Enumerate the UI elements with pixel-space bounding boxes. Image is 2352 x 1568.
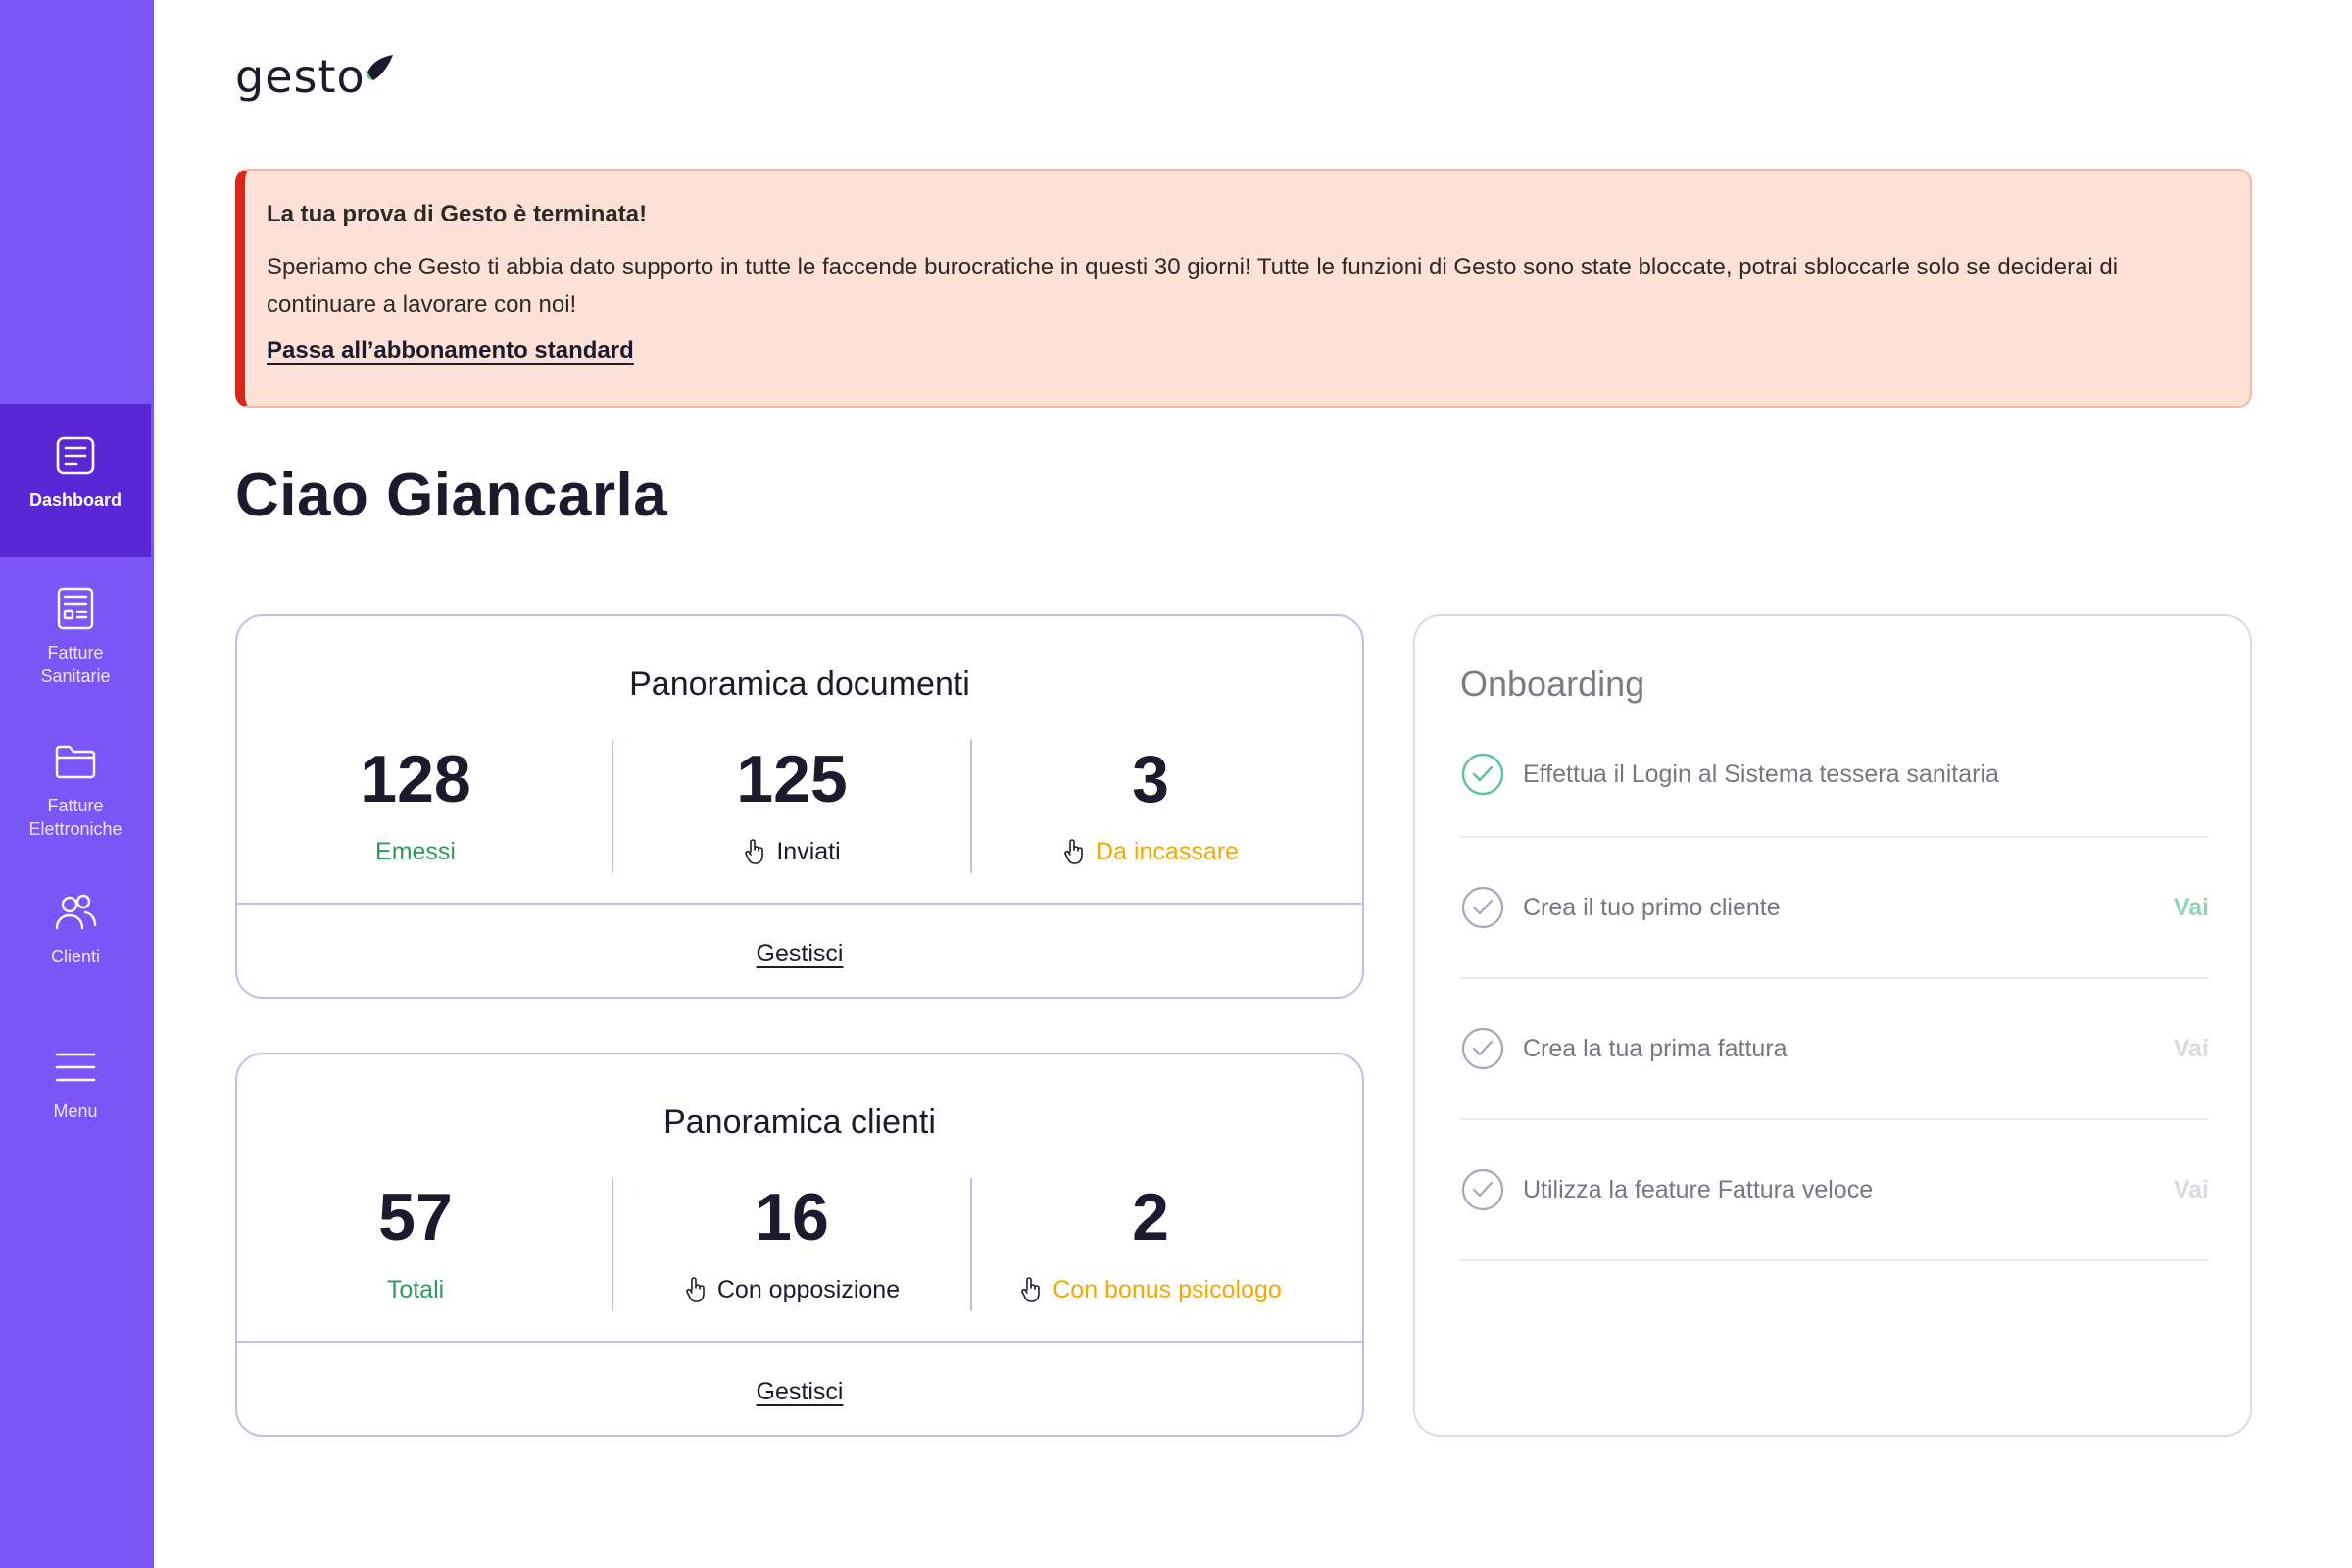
sidebar-item-label: Dashboard	[28, 490, 122, 510]
alert-message: Speriamo che Gesto ti abbia dato support…	[267, 254, 2119, 318]
brand-name: gesto	[235, 50, 366, 103]
onboarding-card: Onboarding Effettua il Login al Sistema …	[1413, 614, 2252, 1437]
documents-overview-card: Panoramica documenti 128 Emessi 125 Invi…	[235, 614, 1364, 999]
manage-documents-link[interactable]: Gestisci	[756, 940, 844, 967]
stat-value: 16	[755, 1180, 829, 1254]
page-title: Ciao Giancarla	[235, 462, 668, 529]
sidebar-item-menu[interactable]: Menu	[0, 1045, 151, 1123]
leaf-icon	[365, 55, 393, 80]
card-title: Panoramica documenti	[629, 665, 970, 703]
onboarding-step-text: Crea il tuo primo cliente	[1523, 893, 1781, 921]
stat-label: Inviati	[776, 838, 841, 865]
sidebar-item-label: Clienti	[50, 947, 101, 966]
divider	[970, 740, 972, 873]
stat-value: 2	[1132, 1180, 1169, 1254]
sidebar-item-clienti[interactable]: Clienti	[0, 890, 151, 968]
stat-con-bonus-psicologo[interactable]: 2 Con bonus psicologo	[972, 1178, 1329, 1305]
divider	[970, 1178, 972, 1311]
hand-pointer-icon	[686, 1277, 705, 1302]
sidebar-item-fatture-sanitarie[interactable]: Fatture Sanitarie	[0, 586, 151, 688]
onboarding-step: Crea la tua prima fattura Vai	[1460, 979, 2209, 1120]
divider	[612, 1178, 613, 1311]
sidebar-item-label: Fatture Sanitarie	[40, 643, 111, 686]
check-circle-icon	[1461, 1027, 1504, 1070]
onboarding-step-text: Utilizza la feature Fattura veloce	[1523, 1175, 1874, 1203]
folder-icon	[55, 745, 96, 779]
divider	[237, 1341, 1362, 1343]
check-circle-icon	[1461, 753, 1504, 796]
users-icon	[55, 894, 97, 930]
sidebar: Dashboard Fatture Sanitarie Fatture Elet…	[0, 0, 154, 1568]
onboarding-step: Crea il tuo primo cliente Vai	[1460, 838, 2209, 979]
stat-value: 57	[378, 1180, 453, 1254]
alert-title: La tua prova di Gesto è terminata!	[267, 201, 648, 227]
check-circle-icon	[1461, 886, 1504, 929]
stat-value: 3	[1132, 742, 1169, 816]
upgrade-subscription-link[interactable]: Passa all’abbonamento standard	[267, 337, 634, 364]
sidebar-item-label: Fatture Elettroniche	[28, 796, 122, 839]
hand-pointer-icon	[1064, 839, 1083, 864]
stat-emessi: 128 Emessi	[237, 740, 594, 867]
stat-label: Da incassare	[1096, 838, 1239, 865]
stat-label: Con opposizione	[716, 1276, 901, 1303]
check-circle-icon	[1461, 1168, 1504, 1211]
stat-label: Con bonus psicologo	[1053, 1276, 1282, 1303]
onboarding-step-text: Crea la tua prima fattura	[1523, 1034, 1788, 1062]
divider	[612, 740, 613, 873]
menu-icon	[55, 1053, 96, 1082]
stat-label: Emessi	[375, 838, 456, 865]
divider	[237, 903, 1362, 905]
stat-value: 125	[736, 742, 848, 816]
sidebar-item-dashboard[interactable]: Dashboard	[0, 404, 151, 557]
go-create-invoice-link[interactable]: Vai	[2173, 1034, 2209, 1062]
stat-totali: 57 Totali	[237, 1178, 594, 1305]
onboarding-steps: Effettua il Login al Sistema tessera san…	[1460, 712, 2209, 1261]
stat-inviati[interactable]: 125 Inviati	[613, 740, 970, 867]
onboarding-step: Utilizza la feature Fattura veloce Vai	[1460, 1120, 2209, 1261]
onboarding-title: Onboarding	[1460, 663, 1645, 704]
stat-da-incassare[interactable]: 3 Da incassare	[972, 740, 1329, 867]
go-create-client-link[interactable]: Vai	[2173, 893, 2209, 921]
hand-pointer-icon	[745, 839, 764, 864]
hand-pointer-icon	[1021, 1277, 1041, 1302]
sidebar-item-label: Menu	[53, 1102, 98, 1121]
trial-expired-alert: La tua prova di Gesto è terminata! Speri…	[235, 169, 2252, 408]
clients-overview-card: Panoramica clienti 57 Totali 16 Con oppo…	[235, 1053, 1364, 1437]
card-title: Panoramica clienti	[663, 1103, 936, 1141]
brand-logo: gesto	[235, 47, 395, 106]
stat-value: 128	[360, 742, 471, 816]
invoice-icon	[57, 587, 94, 630]
stat-label: Totali	[386, 1276, 445, 1303]
manage-clients-link[interactable]: Gestisci	[756, 1378, 844, 1405]
stat-con-opposizione[interactable]: 16 Con opposizione	[613, 1178, 970, 1305]
go-quick-invoice-link[interactable]: Vai	[2173, 1175, 2209, 1203]
sidebar-item-fatture-elettroniche[interactable]: Fatture Elettroniche	[0, 739, 151, 841]
onboarding-step-text: Effettua il Login al Sistema tessera san…	[1523, 760, 1999, 788]
dashboard-icon	[56, 436, 95, 475]
onboarding-step: Effettua il Login al Sistema tessera san…	[1460, 712, 2209, 838]
